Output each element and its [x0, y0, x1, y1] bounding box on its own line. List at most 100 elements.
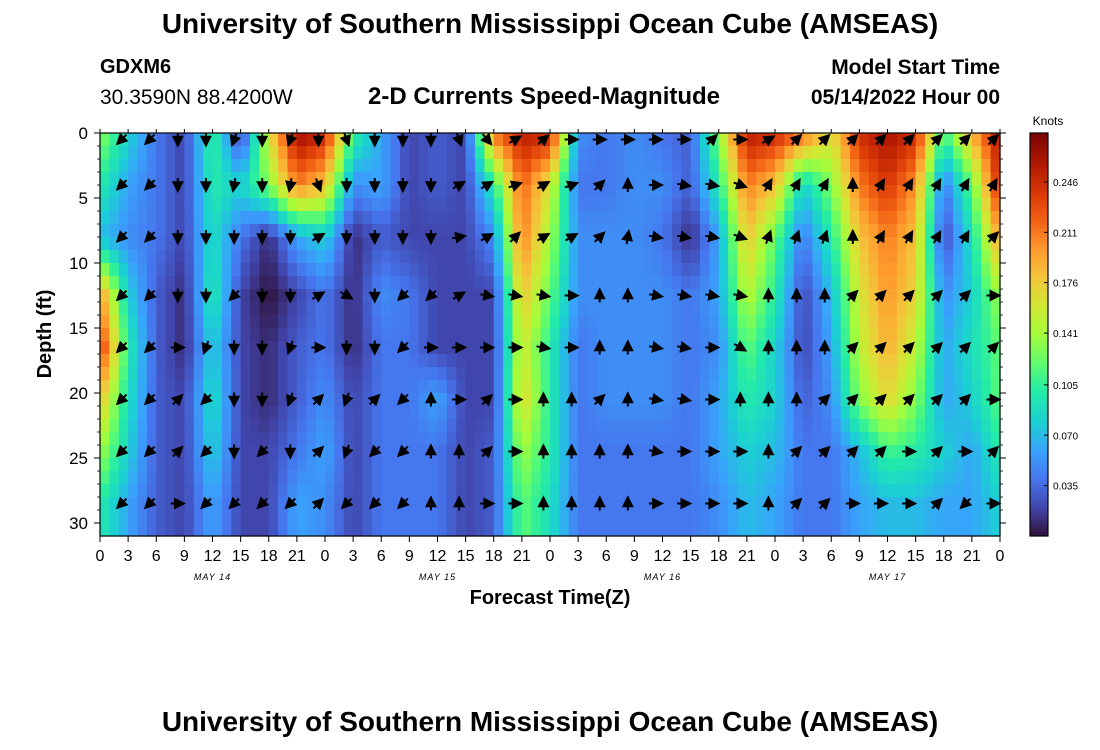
heatmap-cell: [643, 289, 654, 303]
heatmap-cell: [137, 510, 148, 524]
heatmap-cell: [925, 211, 935, 225]
heatmap-cell: [465, 276, 476, 290]
heatmap-cell: [803, 432, 814, 446]
heatmap-cell: [634, 250, 645, 264]
heatmap-cell: [165, 380, 176, 394]
heatmap-cell: [596, 172, 607, 186]
heatmap-cell: [287, 458, 298, 472]
heatmap-cell: [212, 198, 223, 212]
heatmap-cell: [803, 471, 814, 485]
heatmap-cell: [859, 406, 870, 420]
heatmap-cell: [709, 367, 720, 381]
heatmap-cell: [812, 458, 823, 472]
heatmap-cell: [850, 185, 860, 199]
heatmap-cell: [484, 211, 495, 225]
heatmap-cell: [381, 484, 392, 498]
heatmap-cell: [718, 367, 729, 381]
x-tick-label: 0: [771, 548, 780, 565]
current-arrow: [705, 288, 721, 301]
heatmap-cell: [971, 198, 982, 212]
heatmap-cell: [550, 133, 560, 147]
heatmap-cell: [221, 393, 232, 407]
heatmap-cell: [887, 510, 898, 524]
heatmap-cell: [400, 484, 410, 498]
heatmap-cell: [100, 419, 110, 433]
heatmap-cell: [700, 523, 710, 537]
current-arrow: [452, 180, 467, 193]
heatmap-cell: [568, 224, 579, 238]
heatmap-cell: [887, 172, 898, 186]
heatmap-cell: [887, 380, 898, 394]
heatmap-cell: [615, 328, 626, 342]
heatmap-cell: [390, 302, 401, 316]
heatmap-cell: [578, 497, 589, 511]
heatmap-cell: [878, 484, 889, 498]
heatmap-cell: [400, 510, 410, 524]
heatmap-cell: [906, 432, 917, 446]
heatmap-cell: [859, 289, 870, 303]
heatmap-cell: [100, 315, 110, 329]
heatmap-cell: [306, 315, 317, 329]
heatmap-cell: [934, 224, 945, 238]
heatmap-cell: [512, 406, 523, 420]
heatmap-cell: [268, 328, 279, 342]
heatmap-cell: [353, 419, 364, 433]
heatmap-cell: [662, 367, 673, 381]
heatmap-cell: [981, 471, 992, 485]
current-arrow: [648, 340, 665, 353]
x-tick-label: 15: [457, 548, 475, 565]
current-arrow: [958, 341, 972, 355]
heatmap-cell: [962, 198, 973, 212]
heatmap-cell: [165, 198, 176, 212]
heatmap-cell: [118, 510, 129, 524]
heatmap-cell: [371, 185, 382, 199]
heatmap-cell: [700, 328, 710, 342]
heatmap-cell: [728, 432, 739, 446]
heatmap-cell: [409, 471, 420, 485]
heatmap-cell: [465, 471, 476, 485]
heatmap-cell: [156, 289, 167, 303]
heatmap-cell: [325, 497, 335, 511]
heatmap-cell: [718, 159, 729, 173]
heatmap-cell: [512, 198, 523, 212]
heatmap-cell: [371, 484, 382, 498]
heatmap-cell: [231, 198, 242, 212]
heatmap-cell: [887, 445, 898, 459]
heatmap-cell: [587, 354, 598, 368]
heatmap-cell: [531, 263, 542, 277]
heatmap-cell: [334, 172, 345, 186]
heatmap-cell: [484, 276, 495, 290]
heatmap-cell: [296, 367, 307, 381]
heatmap-cell: [287, 159, 298, 173]
heatmap-cell: [343, 341, 354, 355]
heatmap-cell: [146, 276, 157, 290]
heatmap-cell: [503, 146, 514, 160]
heatmap-cell: [296, 146, 307, 160]
heatmap-cell: [493, 237, 504, 251]
heatmap-cell: [831, 263, 842, 277]
heatmap-cell: [596, 380, 607, 394]
heatmap-cell: [990, 172, 1001, 186]
heatmap-cell: [278, 380, 289, 394]
heatmap-cell: [915, 510, 926, 524]
heatmap-cell: [409, 380, 420, 394]
heatmap-cell: [690, 341, 701, 355]
heatmap-cell: [128, 133, 139, 147]
heatmap-cell: [175, 302, 185, 316]
heatmap-cell: [409, 341, 420, 355]
heatmap-cell: [437, 263, 448, 277]
heatmap-cell: [503, 458, 514, 472]
heatmap-cell: [250, 471, 260, 485]
heatmap-cell: [540, 172, 551, 186]
heatmap-cell: [812, 419, 823, 433]
current-arrow: [733, 288, 749, 301]
heatmap-cell: [971, 432, 982, 446]
heatmap-cell: [756, 471, 767, 485]
heatmap-cell: [634, 445, 645, 459]
heatmap-cell: [606, 250, 617, 264]
heatmap-cell: [353, 250, 364, 264]
heatmap-cell: [475, 237, 485, 251]
heatmap-cell: [568, 432, 579, 446]
heatmap-cell: [662, 198, 673, 212]
